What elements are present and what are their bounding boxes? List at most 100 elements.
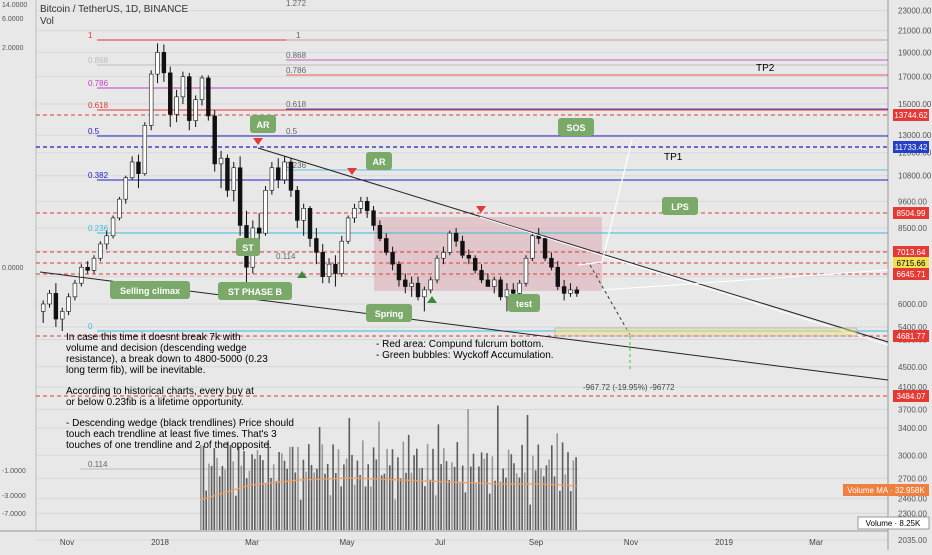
volume-bar xyxy=(540,468,542,530)
volume-bar xyxy=(332,444,334,530)
chart-header: Bitcoin / TetherUS, 1D, BINANCE Vol xyxy=(40,4,188,28)
candle-body xyxy=(568,289,573,294)
candle-body xyxy=(237,167,243,226)
candle-body xyxy=(276,167,281,181)
volume-bar xyxy=(362,440,364,530)
volume-bar xyxy=(494,480,496,530)
volume-bar xyxy=(243,451,245,530)
volume-bar xyxy=(559,490,561,530)
volume-bar xyxy=(505,477,507,530)
volume-bar xyxy=(324,473,326,530)
measure-label: -967.72 (-19.95%) -96772 xyxy=(583,383,675,392)
candle-body xyxy=(60,311,65,320)
candle-body xyxy=(110,217,116,237)
volume-bar xyxy=(572,460,575,530)
price-tag xyxy=(893,330,929,342)
candle-body xyxy=(123,177,128,200)
x-axis-tick: Jul xyxy=(435,538,445,547)
volume-bar xyxy=(321,444,324,530)
candle-body xyxy=(472,257,478,271)
volume-bar xyxy=(337,449,340,530)
wyckoff-bubble xyxy=(366,304,412,322)
volume-bar xyxy=(218,476,221,530)
candle-body xyxy=(136,161,141,174)
volume-bar xyxy=(556,433,558,530)
wyckoff-bubble xyxy=(236,238,260,256)
price-tag-label: 6645.71 xyxy=(897,270,926,279)
candle-body xyxy=(301,208,306,221)
volume-bar xyxy=(256,449,259,530)
candle-body xyxy=(453,232,459,242)
volume-bar xyxy=(370,486,372,530)
annotation-para-1: volume and decision (descending wedge xyxy=(66,343,247,354)
volume-bar xyxy=(235,495,237,530)
candle-body xyxy=(40,303,46,312)
volume-bar xyxy=(483,458,486,530)
volume-bar xyxy=(451,462,453,530)
volume-bar xyxy=(405,472,407,530)
volume-bar xyxy=(372,447,375,530)
candle-body xyxy=(377,225,383,239)
candle-body xyxy=(104,235,109,245)
x-axis-tick: Nov xyxy=(60,538,74,547)
volume-bar xyxy=(456,442,459,530)
price-tag xyxy=(893,268,929,280)
volume-bar xyxy=(245,478,248,530)
candle-body xyxy=(422,289,427,298)
price-tag xyxy=(893,109,929,121)
right-axis-tick: 10800.00 xyxy=(898,172,932,181)
wyckoff-bubble xyxy=(558,118,594,136)
candle-body xyxy=(307,208,313,239)
arrow-down-marker xyxy=(253,138,263,145)
wyckoff-bubble xyxy=(366,152,392,170)
volume-bar xyxy=(553,476,556,530)
volume-bar xyxy=(526,414,529,530)
volume-bar xyxy=(499,481,502,530)
right-axis-tick: 13000.00 xyxy=(898,131,932,140)
candle-body xyxy=(117,198,122,219)
projection-down xyxy=(589,264,631,336)
price-tag-label: 11733.42 xyxy=(895,143,928,152)
candle-body xyxy=(66,296,71,312)
right-axis-tick: 21000.00 xyxy=(898,27,932,36)
volume-bar xyxy=(375,459,378,530)
volume-bar xyxy=(561,442,564,530)
volume-bar xyxy=(275,481,278,530)
wyckoff-bubble xyxy=(110,281,190,299)
candle-body xyxy=(187,76,192,121)
volume-bar xyxy=(313,472,315,530)
volume-bar xyxy=(348,417,351,530)
candle-body xyxy=(161,52,167,74)
left-axis-tick: 6.0000 xyxy=(2,16,24,23)
volume-bar xyxy=(467,409,469,530)
left-axis-tick: 2.0000 xyxy=(2,45,24,52)
volume-bar xyxy=(443,448,445,530)
volume-tag xyxy=(857,516,930,530)
volume-bar xyxy=(340,486,342,530)
right-axis-tick: 9600.00 xyxy=(898,197,927,206)
candle-body xyxy=(371,210,376,226)
price-tag xyxy=(893,141,929,153)
volume-bar xyxy=(537,444,540,530)
volume-bar xyxy=(575,457,577,530)
wyckoff-label: AR xyxy=(373,157,386,167)
right-axis-tick: 2035.00 xyxy=(898,536,927,545)
volume-bar xyxy=(221,465,224,530)
volume-bar xyxy=(353,484,356,530)
volume-bar xyxy=(356,460,359,530)
price-tag xyxy=(893,257,929,269)
arrow-down-marker xyxy=(476,206,486,213)
volume-bar xyxy=(310,464,313,530)
candle-body xyxy=(155,52,160,75)
volume-bar xyxy=(200,445,202,530)
volume-bar xyxy=(424,486,426,530)
volume-bar xyxy=(440,464,442,530)
volume-bar xyxy=(259,455,261,530)
volume-ma-tag xyxy=(843,484,929,496)
volume-bar xyxy=(229,445,232,530)
x-axis-tick: Mar xyxy=(809,538,823,547)
candle-body xyxy=(295,190,300,221)
fib-long-label: 0.868 xyxy=(286,51,307,60)
candle-body xyxy=(256,227,262,234)
